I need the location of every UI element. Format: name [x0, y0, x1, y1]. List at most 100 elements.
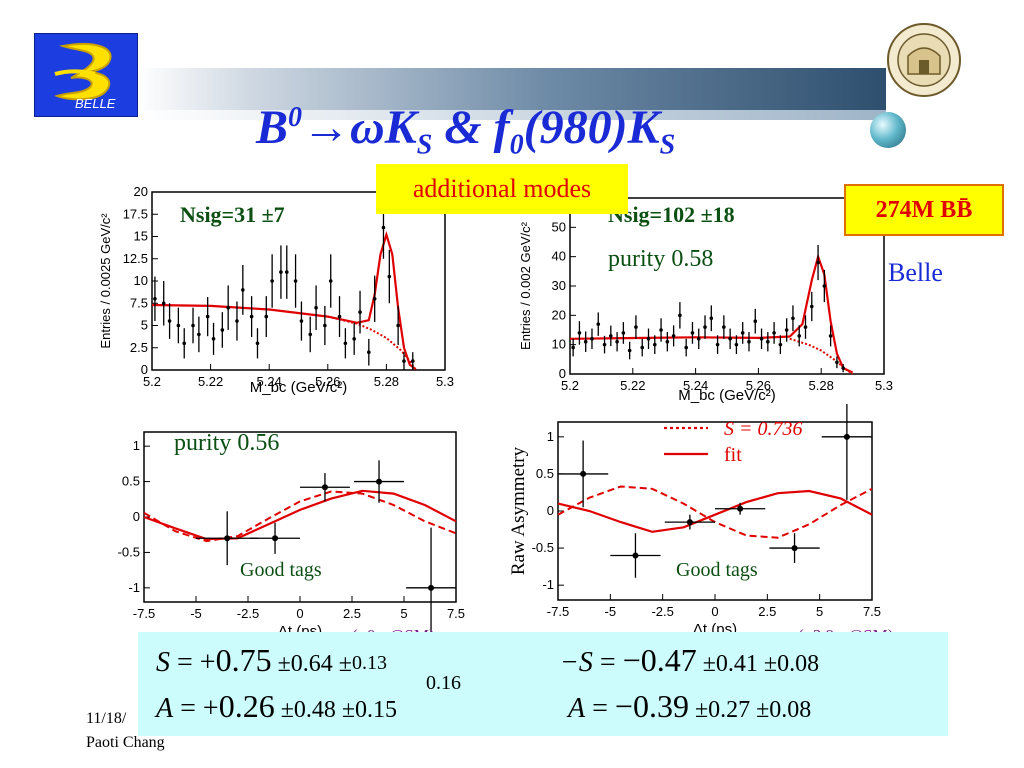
y-tick-label: 7.5 — [130, 295, 148, 310]
data-point — [835, 360, 839, 365]
additional-modes-callout: additional modes — [376, 164, 628, 214]
data-point — [684, 345, 688, 350]
y-tick-label: 10 — [134, 273, 148, 288]
data-point — [284, 270, 289, 274]
fit-curve-fit — [143, 489, 457, 541]
legend-label: fit — [724, 444, 742, 466]
data-point — [686, 519, 693, 526]
data-point — [583, 339, 588, 344]
legend-label: S = 0.736 — [724, 418, 803, 440]
mbc-plot-omega-ks: 5.2 5.22 5.24 5.26 5.28 5.3 0 2.5 5 7.5 10 12.5 15 17… — [100, 184, 454, 396]
x-tick-label: 7.5 — [447, 606, 465, 621]
data-point — [577, 331, 582, 335]
data-point — [728, 337, 732, 341]
data-point — [766, 339, 770, 344]
data-point — [784, 328, 789, 332]
y-tick-label: 30 — [552, 278, 566, 293]
data-point — [734, 342, 739, 347]
right-a-result: A = −0.39 ±0.27 ±0.08 — [568, 688, 812, 724]
data-point — [352, 337, 356, 341]
y-tick-label: -1 — [542, 577, 554, 592]
y-tick-label: -0.5 — [118, 544, 140, 559]
luminosity-badge: 274M BB̄ — [844, 184, 1004, 236]
header-banner — [138, 68, 886, 116]
data-point — [621, 331, 626, 335]
y-tick-label: 0 — [133, 509, 140, 524]
data-point — [387, 274, 392, 279]
data-point — [596, 322, 601, 326]
y-tick-label: 5 — [141, 318, 148, 333]
x-axis-label: M_bc (GeV/c²) — [250, 379, 348, 396]
y-tick-label: 2.5 — [130, 340, 148, 355]
data-point — [197, 332, 201, 337]
x-tick-label: 5.26 — [746, 378, 771, 393]
data-point — [205, 314, 210, 319]
data-point — [337, 314, 342, 319]
fit-curve-background — [789, 337, 854, 375]
x-tick-label: 0 — [296, 606, 303, 621]
data-point — [343, 341, 348, 346]
y-tick-label: 17.5 — [123, 206, 148, 221]
x-tick-label: 7.5 — [863, 604, 881, 619]
belle-logo: BELLE — [34, 33, 138, 117]
data-point — [791, 316, 795, 321]
data-point — [255, 341, 260, 346]
y-tick-label: -1 — [128, 580, 140, 595]
decorative-orb — [870, 112, 906, 148]
data-point — [376, 478, 383, 485]
data-point — [176, 323, 181, 328]
x-tick-label: 2.5 — [758, 604, 776, 619]
data-point — [803, 325, 808, 329]
data-point — [634, 325, 638, 329]
data-point — [293, 279, 298, 283]
data-point — [580, 470, 587, 477]
plot-annotation: Nsig=102 ±18 — [608, 202, 735, 227]
x-tick-label: 2.5 — [343, 606, 361, 621]
data-point — [772, 331, 776, 335]
x-tick-label: 5.26 — [315, 374, 340, 389]
data-point — [737, 505, 744, 512]
logo-text: BELLE — [75, 96, 116, 111]
data-point — [323, 323, 327, 328]
a-symbol: A — [156, 693, 174, 724]
data-point — [270, 279, 274, 283]
data-point — [646, 337, 651, 341]
data-point — [822, 284, 827, 288]
x-tick-label: -5 — [190, 606, 202, 621]
data-point — [328, 279, 333, 283]
y-tick-label: 0 — [559, 366, 566, 381]
data-point — [264, 314, 269, 319]
data-point — [402, 359, 406, 363]
good-tags-label: Good tags — [676, 559, 758, 581]
x-tick-label: 5.3 — [436, 374, 454, 389]
data-point — [211, 337, 216, 341]
x-tick-label: -2.5 — [651, 604, 673, 619]
data-point — [615, 339, 619, 344]
data-point — [272, 535, 279, 542]
data-point — [220, 328, 225, 332]
experiment-label: Belle — [888, 258, 943, 287]
data-point — [167, 319, 172, 323]
data-point — [602, 342, 607, 347]
s-symbol: S — [156, 647, 170, 678]
y-tick-label: 0.5 — [122, 474, 140, 489]
y-tick-label: 50 — [552, 219, 566, 234]
x-tick-label: 5.28 — [374, 374, 399, 389]
y-tick-label: 0.5 — [536, 466, 554, 481]
data-point — [715, 342, 720, 347]
x-tick-label: 5.2 — [143, 374, 161, 389]
footer-date: 11/18/ — [86, 710, 127, 727]
data-point — [226, 305, 230, 310]
data-point — [671, 334, 676, 338]
data-point — [571, 345, 575, 350]
data-point — [632, 552, 639, 559]
good-tags-label: Good tags — [240, 559, 322, 581]
header-banner-shadow — [138, 110, 886, 120]
slide-title: B0→ωKS & f0(980)KS — [256, 101, 676, 161]
data-point — [381, 225, 386, 230]
data-point — [778, 342, 783, 347]
y-axis-label: Entries / 0.0025 GeV/c² — [100, 213, 113, 349]
data-point — [809, 304, 814, 309]
